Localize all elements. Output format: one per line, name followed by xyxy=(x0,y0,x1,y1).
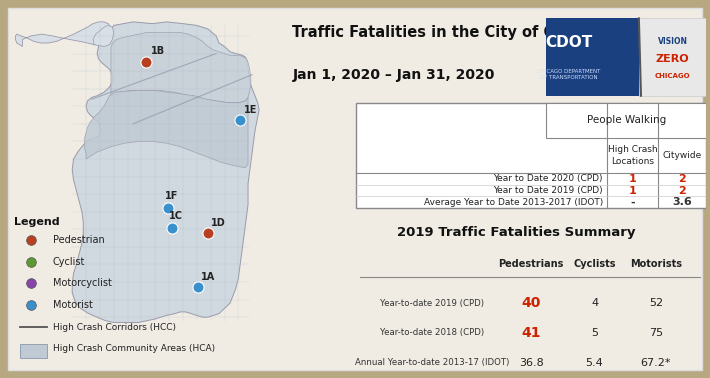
Text: 3.6: 3.6 xyxy=(672,197,692,208)
Text: 1: 1 xyxy=(628,174,636,184)
Polygon shape xyxy=(16,22,112,46)
Text: Jan 1, 2020 – Jan 31, 2020: Jan 1, 2020 – Jan 31, 2020 xyxy=(293,68,495,82)
Text: Average Year to Date 2013-2017 (IDOT): Average Year to Date 2013-2017 (IDOT) xyxy=(424,198,603,207)
FancyBboxPatch shape xyxy=(546,103,706,138)
Text: 1D: 1D xyxy=(211,218,225,228)
Text: People Walking: People Walking xyxy=(586,115,666,125)
Text: 52: 52 xyxy=(649,298,663,308)
Text: 2019 Traffic Fatalities Summary: 2019 Traffic Fatalities Summary xyxy=(397,226,635,239)
Polygon shape xyxy=(84,90,248,168)
Text: Pedestrians: Pedestrians xyxy=(498,259,564,270)
Text: 1B: 1B xyxy=(151,45,165,56)
Text: 1E: 1E xyxy=(244,105,257,115)
Text: Motorist: Motorist xyxy=(53,300,93,310)
Polygon shape xyxy=(72,22,259,322)
Text: High Crash Corridors (HCC): High Crash Corridors (HCC) xyxy=(53,322,176,332)
Text: Pedestrian: Pedestrian xyxy=(53,235,104,245)
Text: CHICAGO DEPARTMENT
OF TRANSPORTATION: CHICAGO DEPARTMENT OF TRANSPORTATION xyxy=(537,69,601,80)
Text: CHICAGO: CHICAGO xyxy=(655,73,690,79)
Text: VISION: VISION xyxy=(657,37,688,46)
Text: 2: 2 xyxy=(678,174,686,184)
Text: 41: 41 xyxy=(521,326,541,340)
Text: 5.4: 5.4 xyxy=(586,358,604,368)
Text: High Crash
Locations: High Crash Locations xyxy=(608,146,657,166)
Text: Annual Year-to-date 2013-17 (IDOT): Annual Year-to-date 2013-17 (IDOT) xyxy=(355,358,509,367)
Text: Year to Date 2020 (CPD): Year to Date 2020 (CPD) xyxy=(493,174,603,183)
Text: Year to Date 2019 (CPD): Year to Date 2019 (CPD) xyxy=(493,186,603,195)
Text: CDOT: CDOT xyxy=(545,36,593,51)
Text: Motorcyclist: Motorcyclist xyxy=(53,279,111,288)
Text: 75: 75 xyxy=(649,328,663,338)
Text: Traffic Fatalities in the City of Chicago: Traffic Fatalities in the City of Chicag… xyxy=(293,25,609,40)
Text: 1C: 1C xyxy=(169,211,183,221)
Text: High Crash Community Areas (HCA): High Crash Community Areas (HCA) xyxy=(53,344,215,353)
FancyBboxPatch shape xyxy=(356,103,706,208)
FancyBboxPatch shape xyxy=(20,344,48,358)
Text: Motorists: Motorists xyxy=(630,259,682,270)
Text: 40: 40 xyxy=(521,296,541,310)
Text: Cyclist: Cyclist xyxy=(53,257,85,266)
Text: ZERO: ZERO xyxy=(656,54,689,64)
Polygon shape xyxy=(111,33,251,103)
Text: 1F: 1F xyxy=(165,191,178,201)
Text: 67.2*: 67.2* xyxy=(640,358,671,368)
Text: 1: 1 xyxy=(628,186,636,196)
FancyBboxPatch shape xyxy=(8,8,702,370)
Text: 1A: 1A xyxy=(201,271,215,282)
Polygon shape xyxy=(93,25,114,46)
FancyBboxPatch shape xyxy=(546,19,639,96)
Text: 5: 5 xyxy=(591,328,598,338)
Text: 2: 2 xyxy=(678,186,686,196)
Text: Legend: Legend xyxy=(14,217,60,227)
Text: Citywide: Citywide xyxy=(662,151,701,160)
Text: -: - xyxy=(630,197,635,208)
Text: 36.8: 36.8 xyxy=(519,358,544,368)
Text: Cyclists: Cyclists xyxy=(573,259,616,270)
Text: Year-to-date 2019 (CPD): Year-to-date 2019 (CPD) xyxy=(380,299,484,308)
Text: Year-to-date 2018 (CPD): Year-to-date 2018 (CPD) xyxy=(380,328,484,338)
FancyBboxPatch shape xyxy=(639,19,706,96)
Text: 4: 4 xyxy=(591,298,598,308)
